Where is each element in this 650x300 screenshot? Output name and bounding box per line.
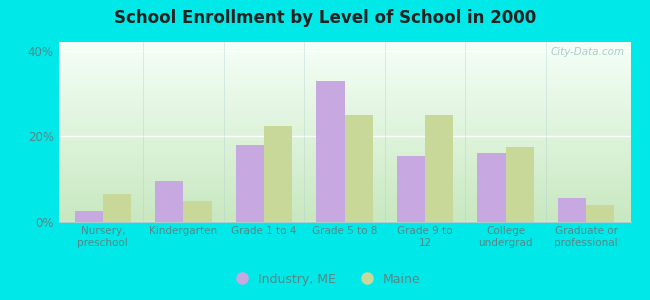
Bar (425, 115, 453, 222)
Bar (397, 156, 425, 222)
Bar (506, 147, 534, 222)
Bar (586, 205, 614, 222)
Bar (236, 145, 264, 222)
Text: School Enrollment by Level of School in 2000: School Enrollment by Level of School in … (114, 9, 536, 27)
Bar (75, 211, 103, 222)
Bar (344, 115, 372, 222)
Bar (317, 81, 345, 222)
Text: City-Data.com: City-Data.com (551, 47, 625, 57)
Bar (478, 153, 506, 222)
Bar (103, 194, 131, 222)
Legend: Industry, ME, Maine: Industry, ME, Maine (224, 268, 426, 291)
Bar (558, 198, 586, 222)
Bar (155, 181, 183, 222)
Bar (183, 201, 211, 222)
Bar (264, 126, 292, 222)
